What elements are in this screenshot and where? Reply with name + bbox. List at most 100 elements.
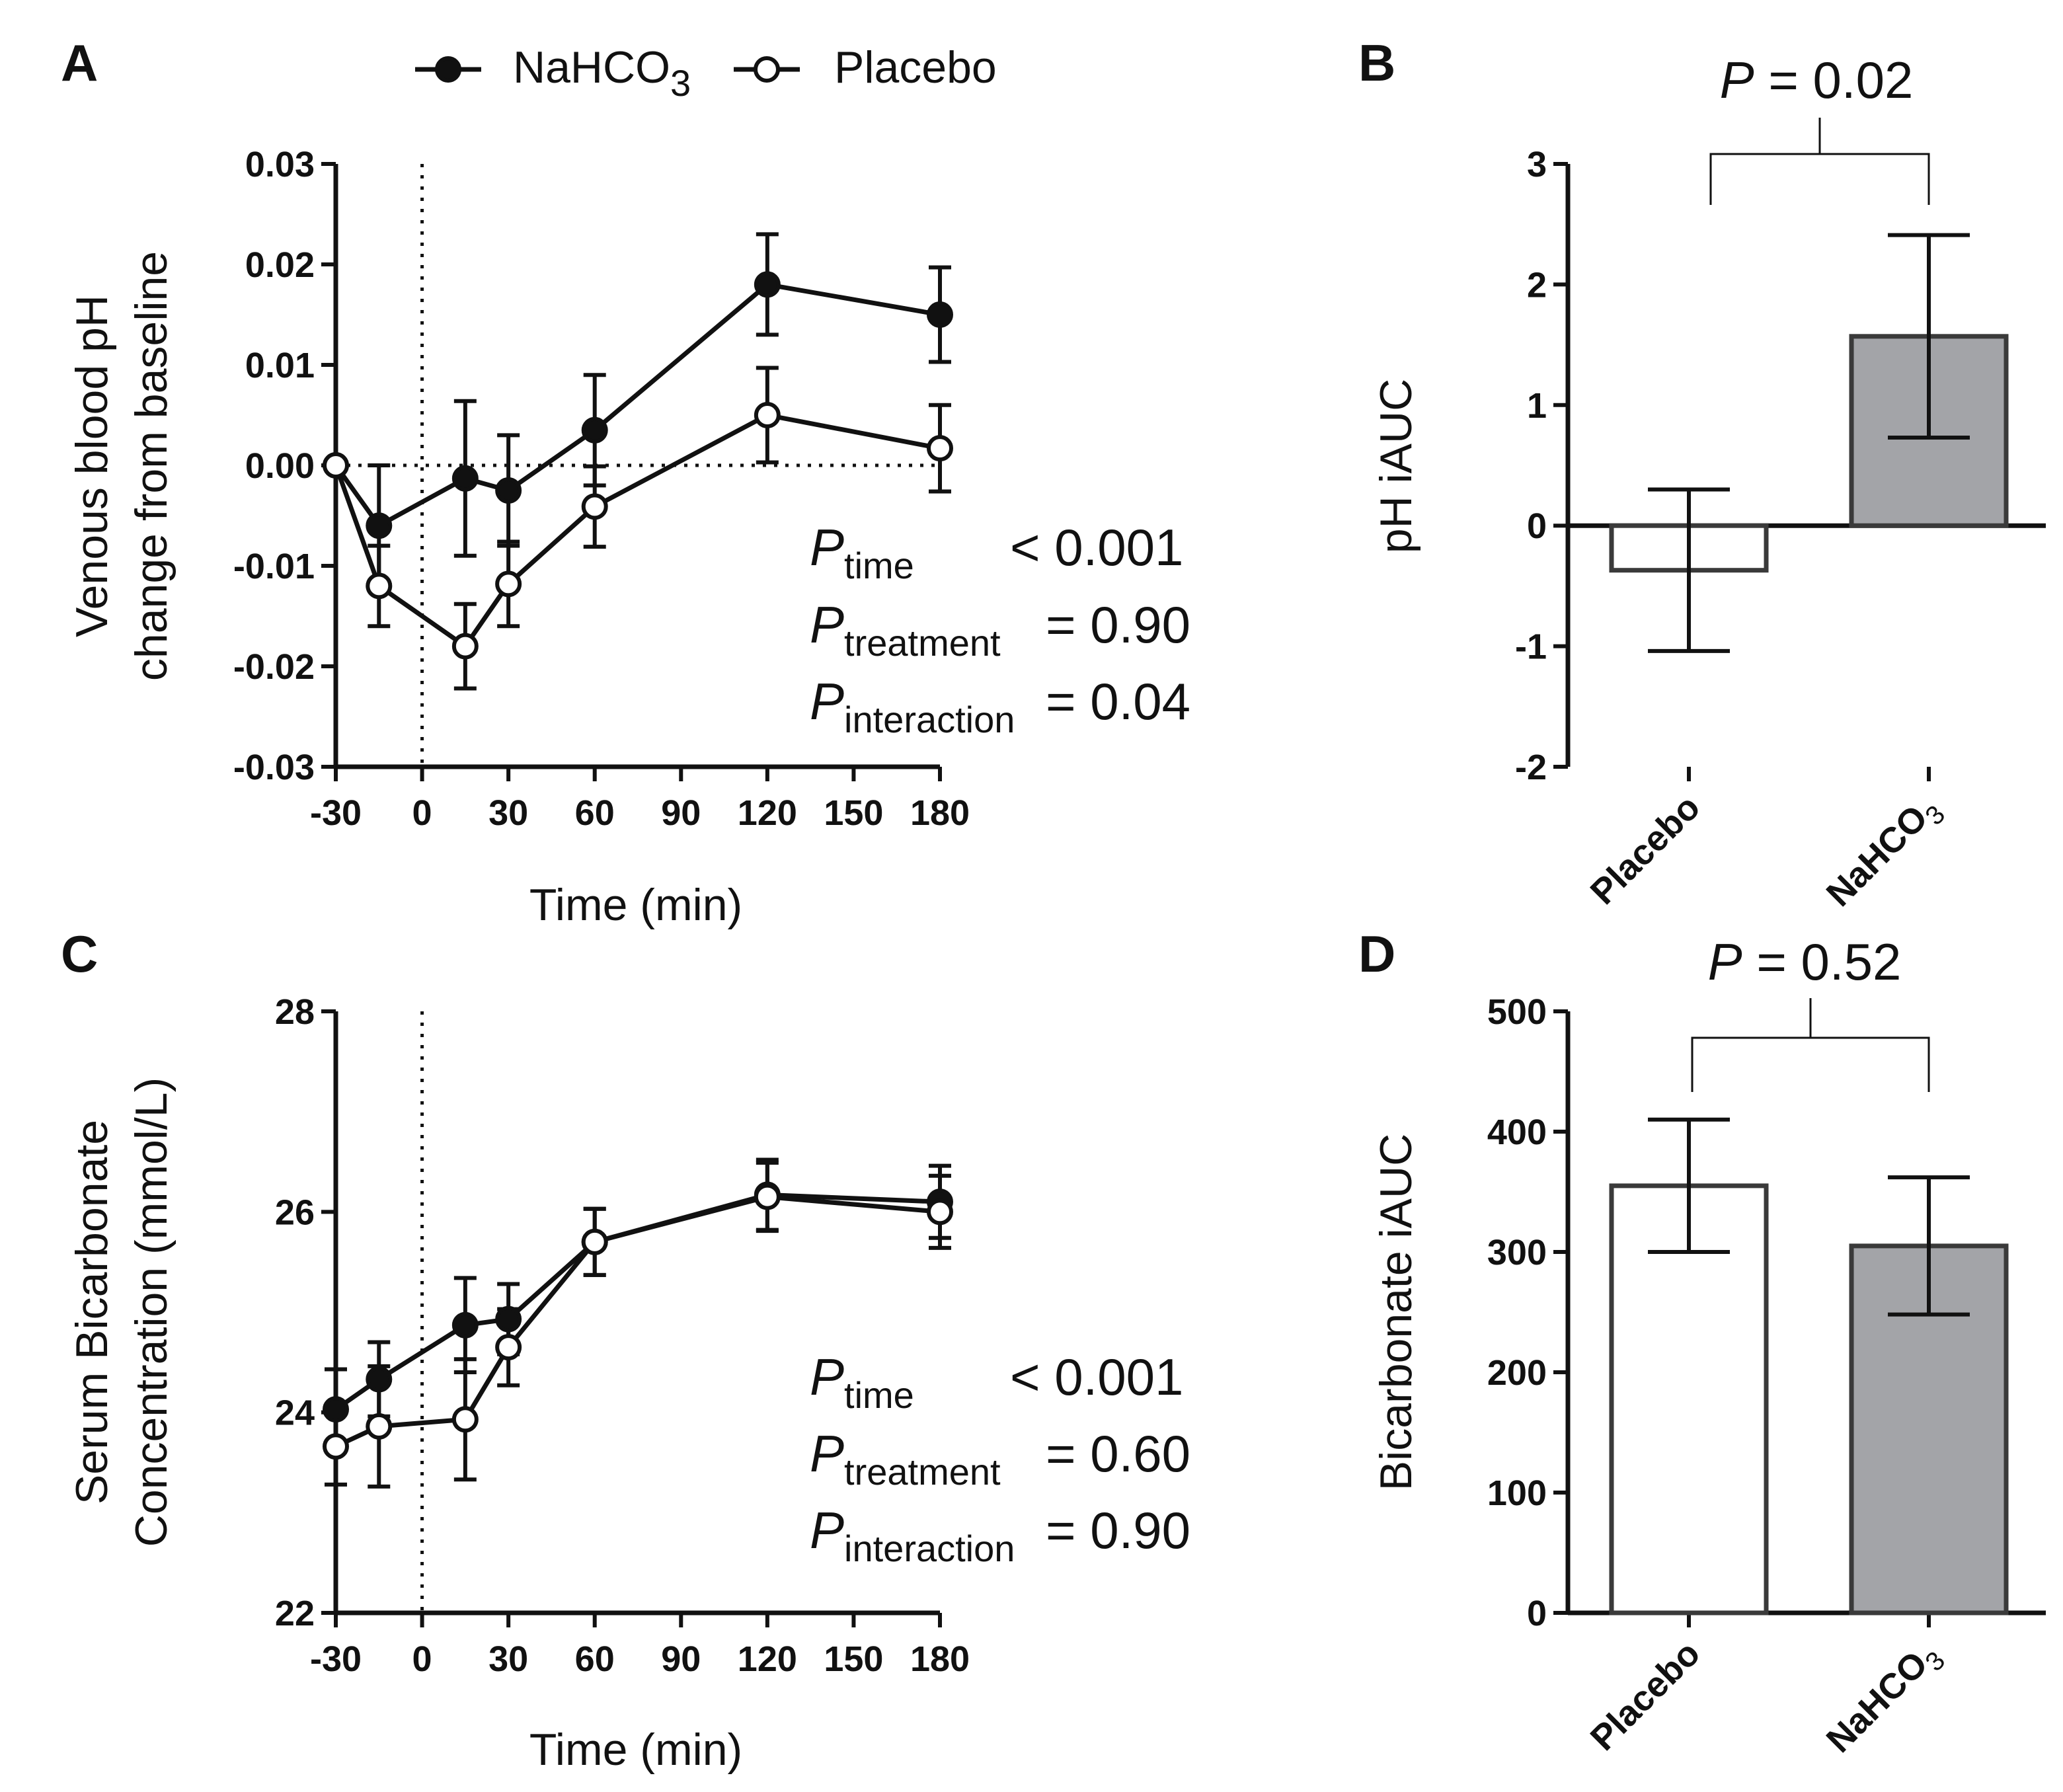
panel-a-placebo-point [581,493,608,520]
legend-nahco3-marker [435,56,461,83]
panel-d-p-value: P = 0.52 [1708,933,1902,991]
panel-a-y-tick-label: 0.03 [245,145,315,184]
panel-a-nahco3-point [495,477,522,504]
panel-a-x-tick-label: 120 [738,793,797,833]
legend-placebo-marker [754,56,780,83]
panel-a-y-tick-label: -0.03 [233,748,315,787]
panel-letter-a: A [61,34,98,92]
panel-b-category-label: NaHCO3 [1819,787,1951,919]
panel-a-y-tick-label: -0.02 [233,647,315,687]
panel-c-placebo-point [495,1334,522,1361]
panel-d-chart: Bicarbonate iAUC 500 400 300 200 100 0 P = 0.… [1371,933,2046,1766]
panel-d-bars [1609,1117,2009,1616]
panel-c-nahco3-point [366,1366,393,1393]
panel-a-ylabel-line1: Venous blood pH [67,295,117,637]
panel-b-y-tick-label: 0 [1527,506,1547,546]
panel-b-y-tick-label: -2 [1515,748,1547,787]
panel-c-x-tick-label: 60 [575,1639,615,1679]
panel-b-comparison-bracket [1709,118,1930,205]
panel-d-comparison-bracket [1691,998,1930,1092]
panel-c-nahco3-point [451,1311,479,1339]
panel-c-placebo-point [323,1433,349,1460]
panel-b-p-value: P = 0.02 [1720,51,1914,109]
panel-c-ylabel-line1: Serum Bicarbonate [67,1120,117,1504]
panel-a-x-tick-label: -30 [310,793,362,833]
panel-c-placebo-point [927,1198,953,1226]
panel-d-category-label: NaHCO3 [1819,1633,1951,1766]
panel-c-axes: 28 26 24 22 -30 0 30 60 90 120 150 180 [275,992,970,1679]
panel-d-y-tick-label: 400 [1487,1112,1547,1152]
panel-a-axes: 0.03 0.02 0.01 0.00 -0.01 -0.02 -0.03 -30 0 30 60 9… [233,145,970,833]
panel-b-ylabel: pH iAUC [1371,379,1421,554]
panel-c-stat-treatment: Ptreatment = 0.60 [810,1424,1190,1493]
panel-c-y-tick-label: 24 [275,1393,315,1433]
panel-d-y-tick-label: 100 [1487,1473,1547,1513]
panel-b-category-labels: Placebo NaHCO3 [1583,787,1951,919]
panel-letter-b: B [1358,34,1395,92]
panel-c-y-tick-label: 22 [275,1594,315,1633]
panel-a-placebo-point [495,570,522,598]
panel-a-nahco3-point [754,271,781,298]
legend-nahco3-label: NaHCO3 [513,42,691,104]
panel-a-ylabel-line2: change from baseline [126,251,176,681]
panel-a-nahco3-point [451,465,479,492]
panel-c-stat-interaction: Pinteraction = 0.90 [810,1501,1190,1569]
panel-b-comparison: P = 0.02 [1709,51,1930,205]
panel-c-placebo-point [581,1228,608,1255]
panel-b-bars [1609,233,2009,653]
panel-c-y-tick-label: 26 [275,1192,315,1232]
panel-d-comparison: P = 0.52 [1691,933,1930,1092]
panel-c-chart: Serum Bicarbonate Concentration (mmol/L)… [67,992,1190,1775]
panel-a-nahco3-line [334,282,941,528]
panel-c-xlabel: Time (min) [529,1725,742,1775]
panel-d-ylabel: Bicarbonate iAUC [1371,1134,1421,1491]
panel-letter-c: C [61,925,98,983]
panel-a-y-tick-label: -0.01 [233,547,315,586]
panel-c-nahco3-point [495,1305,522,1333]
panel-c-placebo-point [366,1413,393,1440]
panel-c-x-tick-label: 90 [661,1639,701,1679]
panel-c-x-tick-label: 180 [910,1639,970,1679]
panel-a-reference-lines [336,164,940,767]
panel-c-placebo-point [451,1406,479,1433]
panel-a-nahco3-point [581,416,608,444]
legend: NaHCO3 Placebo [415,42,997,104]
panel-b-chart: pH iAUC 3 2 1 0 -1 -2 P = 0.02 Placebo NaHCO3 [1371,51,2046,919]
panel-a-xlabel: Time (min) [529,880,742,930]
panel-c-x-tick-label: 0 [412,1639,432,1679]
panel-d-y-tick-label: 300 [1487,1233,1547,1272]
panel-a-stat-interaction: Pinteraction = 0.04 [810,672,1190,740]
panel-a-chart: Venous blood pH change from baseline Tim… [67,145,1190,930]
panel-letter-d: D [1358,925,1395,983]
panel-c-stats: Ptime < 0.001 Ptreatment = 0.60 Pinteracti… [810,1348,1190,1569]
panel-a-nahco3-point [927,301,953,328]
panel-c-stat-time: Ptime < 0.001 [810,1348,1183,1416]
panel-a-placebo-point [323,452,349,479]
panel-c-series [323,1157,953,1489]
panel-a-series [323,232,953,691]
panel-a-stats: Ptime < 0.001 Ptreatment = 0.90 Pinteracti… [810,518,1190,740]
panel-a-y-tick-label: 0.01 [245,346,315,385]
panel-b-category-label: Placebo [1583,787,1708,912]
panel-c-placebo-point [754,1183,781,1210]
panel-a-stat-treatment: Ptreatment = 0.90 [810,596,1190,664]
panel-a-y-tick-label: 0.00 [245,446,315,486]
panel-a-placebo-point [451,633,479,660]
panel-a-x-tick-label: 0 [412,793,432,833]
panel-a-placebo-point [366,572,393,600]
panel-d-y-tick-label: 200 [1487,1353,1547,1393]
panel-b-y-tick-label: 2 [1527,265,1547,305]
panel-a-placebo-line [333,412,941,649]
panel-a-x-tick-label: 30 [488,793,528,833]
panel-a-x-tick-label: 180 [910,793,970,833]
panel-a-x-tick-label: 150 [824,793,883,833]
panel-d-y-tick-label: 500 [1487,992,1547,1032]
panel-a-x-tick-label: 60 [575,793,615,833]
panel-c-x-tick-label: 150 [824,1639,883,1679]
panel-c-x-tick-label: 30 [488,1639,528,1679]
panel-c-x-tick-label: -30 [310,1639,362,1679]
panel-c-nahco3-point [323,1396,349,1423]
panel-a-y-tick-label: 0.02 [245,245,315,285]
panel-b-y-tick-label: -1 [1515,627,1547,667]
